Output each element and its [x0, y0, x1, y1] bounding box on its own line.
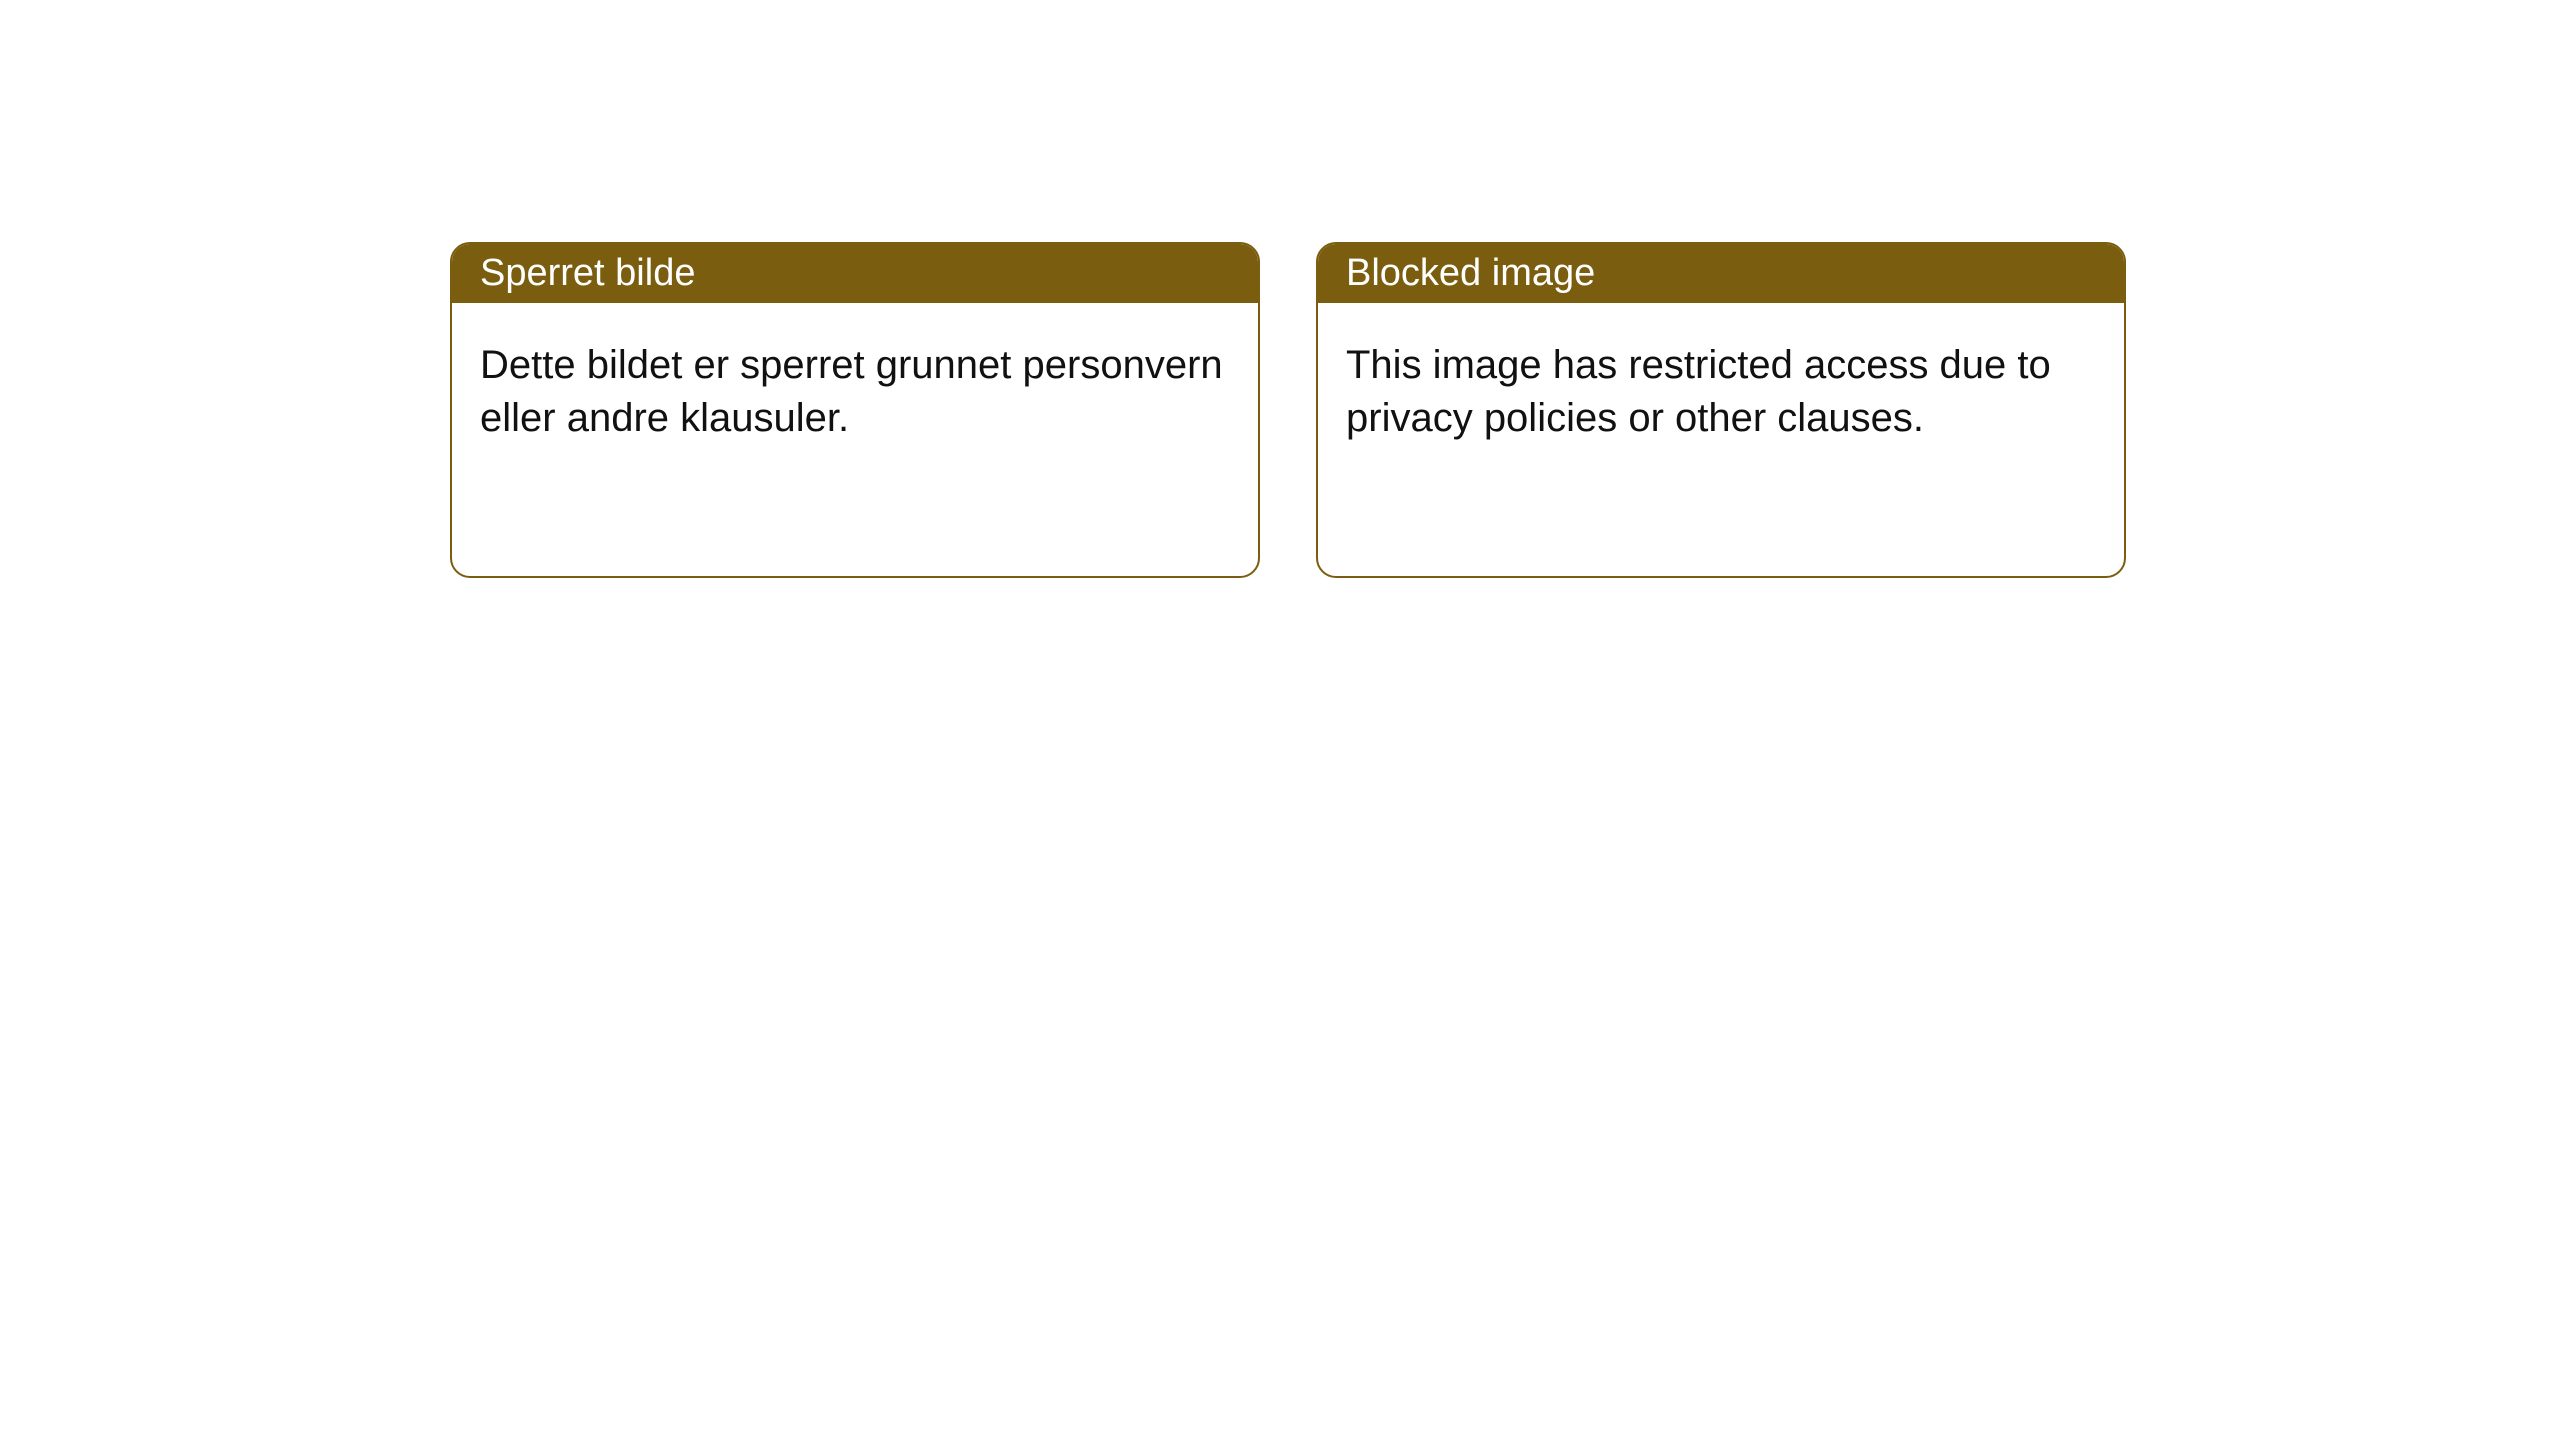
card-title-en: Blocked image: [1318, 244, 2124, 303]
blocked-image-card-en: Blocked image This image has restricted …: [1316, 242, 2126, 578]
blocked-image-card-no: Sperret bilde Dette bildet er sperret gr…: [450, 242, 1260, 578]
card-title-no: Sperret bilde: [452, 244, 1258, 303]
card-body-no: Dette bildet er sperret grunnet personve…: [452, 303, 1258, 481]
card-body-en: This image has restricted access due to …: [1318, 303, 2124, 481]
cards-container: Sperret bilde Dette bildet er sperret gr…: [450, 242, 2126, 578]
